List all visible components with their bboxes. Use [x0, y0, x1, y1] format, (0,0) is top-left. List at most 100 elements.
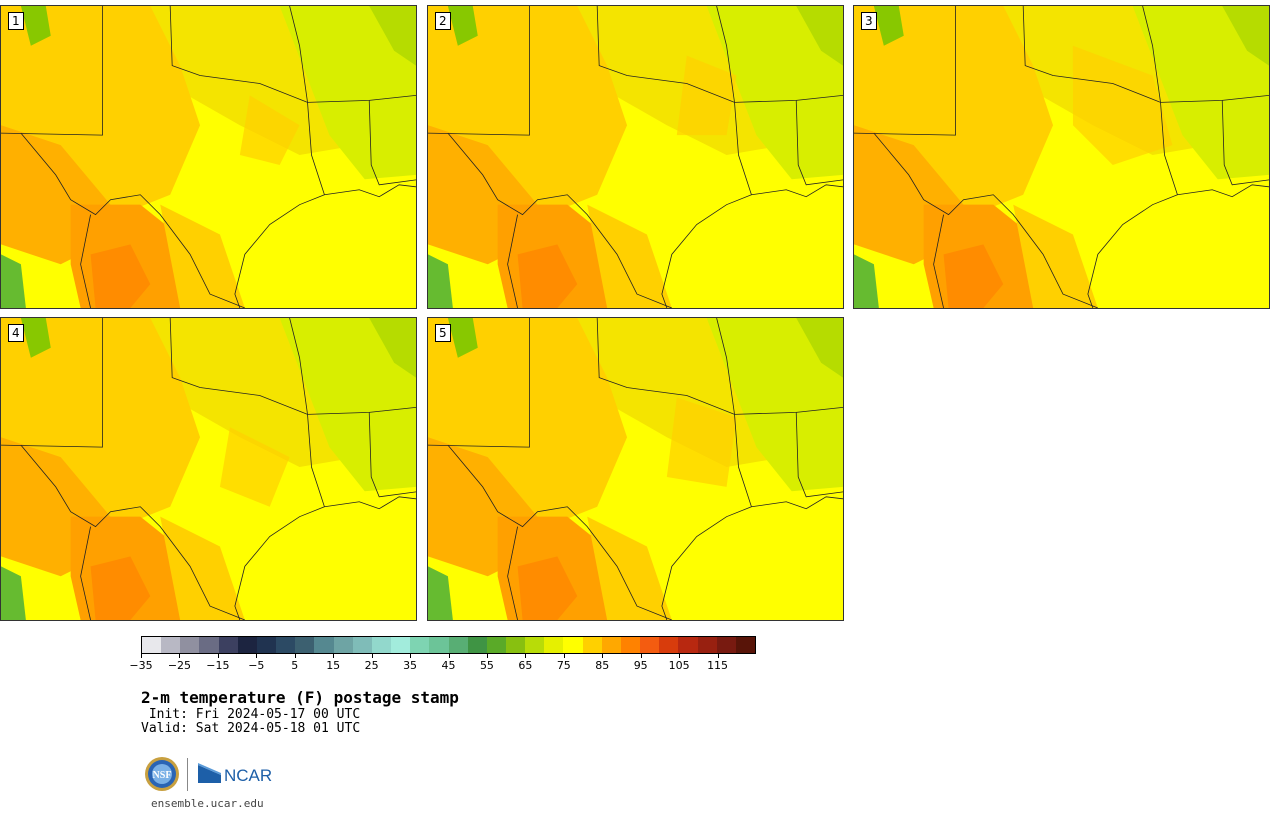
colorbar-segment — [467, 637, 487, 653]
temperature-region — [517, 556, 578, 620]
colorbar-segment — [486, 637, 506, 653]
colorbar-segment — [256, 637, 277, 653]
temperature-region — [160, 516, 245, 620]
state-boundary — [1221, 100, 1269, 186]
colorbar-tick — [371, 654, 373, 658]
state-boundary — [80, 526, 91, 620]
ensemble-member-panel-5: 5 — [427, 317, 844, 621]
state-boundary — [507, 526, 518, 620]
temperature-region — [428, 254, 453, 308]
colorbar-tick-label: −35 — [129, 659, 153, 672]
temperature-region — [517, 244, 578, 308]
colorbar-segment — [448, 637, 468, 653]
colorbar-tick-label: 105 — [668, 659, 690, 672]
nsf-logo-icon: NSF — [145, 757, 179, 791]
colorbar-segment — [505, 637, 526, 653]
colorbar-segment — [620, 637, 641, 653]
state-boundary — [289, 6, 325, 195]
temperature-region — [666, 397, 737, 487]
temperature-region — [239, 486, 416, 620]
colorbar-ticks: −35 −25 −15 −5 5 15 25 35 45 55 65 75 85 95 105 115 — [129, 654, 756, 674]
temperature-region — [1222, 6, 1269, 66]
temperature-region — [854, 254, 879, 308]
temperature-region — [587, 516, 672, 620]
colorbar-segment — [544, 637, 564, 653]
valid-time: Valid: Sat 2024-05-18 01 UTC — [141, 721, 361, 736]
temperature-region — [1, 254, 26, 308]
temperature-region — [90, 244, 151, 308]
temperature-region — [20, 6, 51, 46]
state-boundary — [661, 496, 843, 620]
temperature-region — [706, 6, 843, 185]
state-boundary — [1087, 184, 1269, 308]
state-boundary — [1, 6, 103, 136]
temperature-region — [1072, 45, 1173, 165]
colorbar-tick-label: −25 — [167, 659, 192, 672]
temperature-region — [239, 174, 416, 308]
state-boundary — [507, 214, 518, 308]
temperature-region — [873, 6, 904, 46]
state-boundary — [289, 318, 325, 507]
temperature-region — [428, 566, 453, 620]
temperature-region — [796, 318, 843, 378]
colorbar-segment — [199, 637, 219, 653]
colorbar-tick — [486, 654, 488, 658]
temperature-region — [943, 244, 1004, 308]
colorbar-tick — [217, 654, 219, 658]
colorbar-segment — [659, 637, 679, 653]
member-label: 4 — [8, 324, 24, 342]
state-boundary — [428, 6, 530, 136]
colorbar-tick-label: 65 — [518, 659, 533, 672]
colorbar-segment — [161, 637, 181, 653]
temperature-region — [1132, 6, 1269, 185]
ensemble-member-panel-2: 2 — [427, 5, 844, 309]
state-boundary — [447, 132, 672, 308]
colorbar-tick — [602, 654, 604, 658]
colorbar-tick-label: 15 — [326, 659, 341, 672]
colorbar-segment — [410, 637, 430, 653]
colorbar-tick-label: 75 — [556, 659, 571, 672]
temperature-colorbar — [141, 636, 756, 654]
temperature-map — [428, 318, 843, 620]
colorbar-segment — [333, 637, 353, 653]
temperature-region — [1092, 174, 1269, 308]
colorbar-tick — [410, 654, 412, 658]
temperature-region — [706, 318, 843, 497]
temperature-region — [20, 318, 51, 358]
colorbar-tick — [256, 654, 258, 658]
colorbar-tick — [179, 654, 181, 658]
colorbar-segment — [142, 637, 162, 653]
colorbar-segment — [678, 637, 698, 653]
temperature-region — [666, 486, 843, 620]
colorbar-segment — [429, 637, 449, 653]
colorbar-segment — [640, 637, 660, 653]
plot-title: 2-m temperature (F) postage stamp — [141, 688, 459, 707]
state-boundary — [1, 318, 103, 448]
temperature-region — [369, 6, 416, 66]
colorbar-tick-label: 55 — [479, 659, 494, 672]
colorbar-tick — [448, 654, 450, 658]
member-label: 3 — [861, 12, 877, 30]
colorbar-tick-label: −15 — [206, 659, 230, 672]
state-boundary — [716, 6, 752, 195]
temperature-region — [666, 174, 843, 308]
state-boundary — [80, 214, 91, 308]
colorbar-tick — [294, 654, 296, 658]
logos: NSF NCAR — [144, 756, 284, 794]
state-boundary — [428, 318, 530, 448]
logo-divider — [187, 758, 188, 791]
colorbar-segment — [314, 637, 334, 653]
colorbar-segment — [237, 637, 257, 653]
ensemble-member-panel-1: 1 — [0, 5, 417, 309]
colorbar-tick-label: 85 — [595, 659, 610, 672]
temperature-region — [369, 318, 416, 378]
colorbar-segment — [371, 637, 392, 653]
temperature-region — [90, 556, 151, 620]
colorbar-segment — [716, 637, 736, 653]
temperature-map — [1, 318, 416, 620]
colorbar-segment — [582, 637, 602, 653]
colorbar-segment — [352, 637, 372, 653]
nsf-logo-text: NSF — [153, 770, 172, 781]
colorbar-tick — [333, 654, 335, 658]
colorbar-tick — [679, 654, 681, 658]
